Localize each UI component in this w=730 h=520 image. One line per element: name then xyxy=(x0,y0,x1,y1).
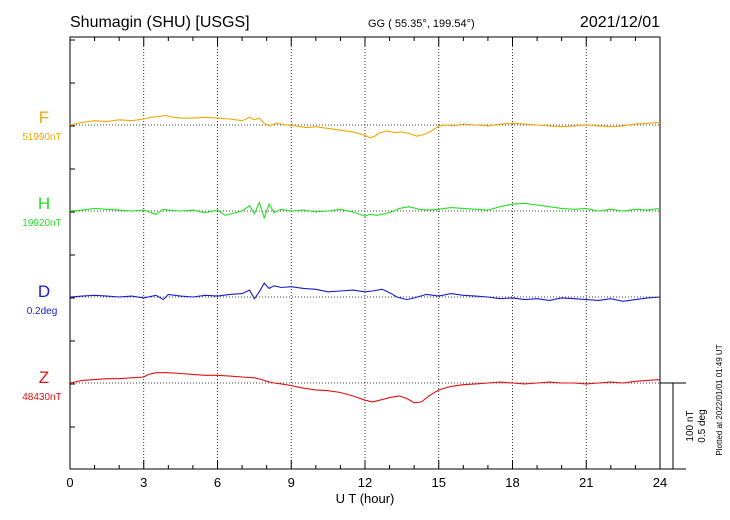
chart-title: Shumagin (SHU) [USGS] xyxy=(70,14,250,31)
series-layer xyxy=(69,114,661,404)
x-axis-label: U T (hour) xyxy=(336,491,395,506)
x-tick-label-3: 3 xyxy=(140,475,147,490)
scale-nt-label: 100 nT xyxy=(685,410,696,441)
series-line-Z xyxy=(69,372,661,404)
series-name-Z: Z xyxy=(39,368,49,387)
scale-bar xyxy=(660,382,686,470)
series-name-D: D xyxy=(38,282,50,301)
x-tick-labels: 0 3 6 9 12 15 18 21 24 xyxy=(66,475,667,490)
x-tick-label-6: 6 xyxy=(214,475,221,490)
station-coordinates: GG ( 55.35°, 199.54°) xyxy=(368,18,475,30)
series-line-D xyxy=(69,282,661,302)
series-baseline-D: 0.2deg xyxy=(27,306,58,317)
x-tick-label-9: 9 xyxy=(288,475,295,490)
series-baseline-F: 51990nT xyxy=(22,132,61,143)
x-tick-label-12: 12 xyxy=(358,475,372,490)
x-tick-label-24: 24 xyxy=(653,475,667,490)
axis-ticks xyxy=(69,37,661,469)
series-labels: F 51990nT H 19920nT D 0.2deg Z 48430nT xyxy=(22,108,61,403)
series-baseline-H: 19920nT xyxy=(22,218,61,229)
series-name-F: F xyxy=(39,108,49,127)
grid-lines xyxy=(70,37,660,469)
plotted-timestamp: Plotted at 2022/01/01 01:49 UT xyxy=(715,344,724,455)
x-tick-label-0: 0 xyxy=(66,475,73,490)
series-baseline-Z: 48430nT xyxy=(22,392,61,403)
series-name-H: H xyxy=(38,194,50,213)
series-line-F xyxy=(69,114,661,139)
x-tick-label-18: 18 xyxy=(505,475,519,490)
series-line-H xyxy=(69,200,661,220)
chart-date: 2021/12/01 xyxy=(580,14,660,31)
x-tick-label-15: 15 xyxy=(432,475,446,490)
x-tick-label-21: 21 xyxy=(579,475,593,490)
scale-deg-label: 0.5 deg xyxy=(697,409,708,442)
